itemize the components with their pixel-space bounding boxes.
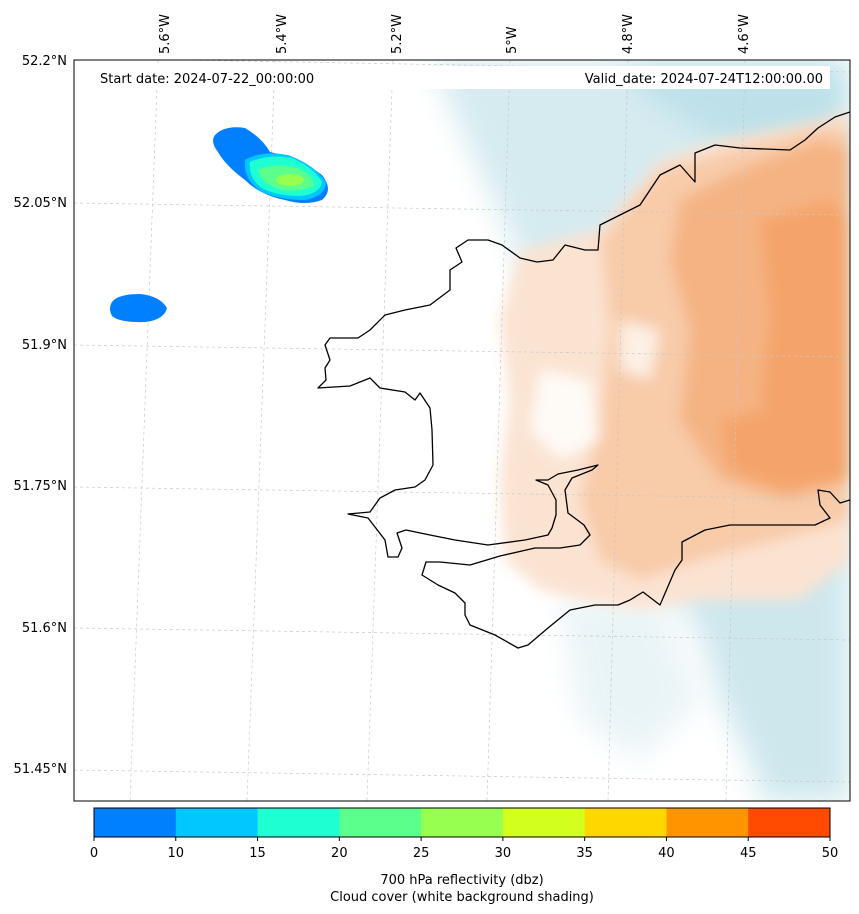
- colorbar-segment: [94, 808, 177, 837]
- lat-label: 51.45°N: [14, 762, 67, 777]
- lon-label: 4.8°W: [621, 14, 636, 54]
- lat-label: 52.05°N: [14, 196, 67, 211]
- latitude-labels: 52.2°N 52.05°N 51.9°N 51.75°N 51.6°N 51.…: [14, 54, 67, 777]
- colorbar-tick-label: 50: [822, 846, 839, 861]
- colorbar-tick-label: 20: [331, 846, 348, 861]
- longitude-labels: 5.6°W 5.4°W 5.2°W 5°W 4.8°W 4.6°W: [158, 14, 752, 54]
- colorbar-tick-label: 25: [413, 846, 430, 861]
- lon-label: 5.4°W: [275, 14, 290, 54]
- colorbar-segment: [666, 808, 749, 837]
- colorbar-tick-label: 30: [495, 846, 512, 861]
- lon-label: 5°W: [505, 26, 520, 54]
- reflectivity-cells: [110, 127, 328, 323]
- colorbar-segment: [175, 808, 259, 837]
- valid-date-label: Valid_date: 2024-07-24T12:00:00.00: [585, 72, 823, 87]
- coastline: [317, 111, 850, 649]
- colorbar-label-line2: Cloud cover (white background shading): [330, 890, 594, 905]
- colorbar-segment: [257, 808, 340, 837]
- colorbar-segment: [584, 808, 667, 837]
- colorbar-label-line1: 700 hPa reflectivity (dbz): [380, 873, 543, 888]
- colorbar-segment: [339, 808, 422, 837]
- lon-label: 5.6°W: [158, 14, 173, 54]
- colorbar-frame: [93, 807, 831, 838]
- colorbar-tick-label: 0: [90, 846, 98, 861]
- colorbar-tick-label: 45: [740, 846, 757, 861]
- start-date-label: Start date: 2024-07-22_00:00:00: [100, 72, 314, 87]
- lat-label: 51.6°N: [22, 621, 67, 636]
- map-field: [74, 60, 850, 801]
- lat-label: 51.75°N: [14, 479, 67, 494]
- colorbar: 0 10 15 20 25 30 35 40 45 50: [90, 807, 839, 861]
- colorbar-tick-label: 15: [249, 846, 266, 861]
- lat-label: 51.9°N: [22, 338, 67, 353]
- colorbar-tick-label: 10: [168, 846, 185, 861]
- header-band: [88, 66, 830, 89]
- lon-label: 5.2°W: [390, 14, 405, 54]
- lon-label: 4.6°W: [737, 14, 752, 54]
- map-frame: [73, 59, 851, 802]
- lat-label: 52.2°N: [22, 54, 67, 69]
- colorbar-segment: [502, 808, 586, 837]
- warm-shading: [500, 110, 850, 610]
- colorbar-segment: [748, 808, 831, 837]
- colorbar-tick-label: 40: [658, 846, 675, 861]
- colorbar-segment: [421, 808, 504, 837]
- colorbar-tick-label: 35: [576, 846, 593, 861]
